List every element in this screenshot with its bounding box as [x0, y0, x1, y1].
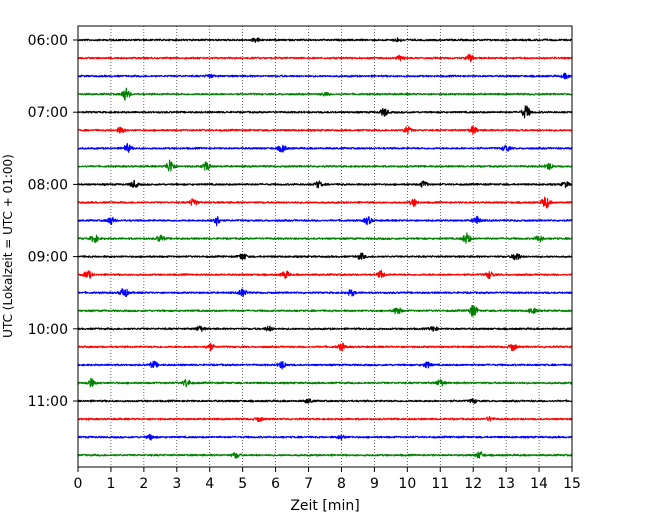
trace-1000 [77, 325, 573, 333]
x-tick-label: 4 [205, 476, 214, 492]
trace-1045 [77, 377, 573, 388]
y-tick-label: 09:00 [28, 250, 68, 266]
x-tick-label: 0 [74, 476, 83, 492]
x-tick-label: 12 [464, 476, 482, 492]
trace-0915 [77, 269, 573, 280]
trace-1015 [77, 342, 573, 352]
trace-0900 [77, 252, 573, 261]
trace-1030 [77, 360, 573, 370]
x-tick-label: 9 [370, 476, 379, 492]
y-axis: 06:00 07:00 08:00 09:00 10:00 11:00 [28, 33, 78, 410]
trace-0830 [77, 215, 573, 227]
x-axis: 0 1 2 3 4 5 6 7 8 9 10 11 12 13 14 15 [74, 467, 581, 492]
x-tick-label: 11 [431, 476, 449, 492]
x-tick-label: 3 [172, 476, 181, 492]
trace-0700 [77, 105, 573, 119]
trace-1115 [77, 415, 573, 423]
trace-1100 [77, 398, 573, 404]
trace-0930 [77, 288, 573, 298]
trace-group [77, 37, 573, 459]
trace-0800 [77, 179, 573, 189]
trace-1130 [77, 433, 573, 441]
y-tick-label: 07:00 [28, 105, 68, 121]
x-tick-label: 2 [139, 476, 148, 492]
trace-0730 [77, 142, 573, 153]
x-tick-label: 15 [563, 476, 581, 492]
trace-0600 [77, 37, 573, 44]
trace-0615 [77, 53, 573, 63]
x-tick-label: 5 [238, 476, 247, 492]
trace-0945 [77, 304, 573, 317]
trace-0630 [77, 72, 573, 80]
y-axis-label: UTC (Lokalzeit = UTC + 01:00) [1, 154, 15, 338]
x-axis-label: Zeit [min] [290, 498, 359, 514]
x-tick-label: 6 [271, 476, 280, 492]
trace-0815 [77, 196, 573, 209]
x-tick-label: 14 [530, 476, 548, 492]
x-tick-label: 13 [497, 476, 515, 492]
y-tick-label: 08:00 [28, 177, 68, 193]
x-tick-label: 7 [304, 476, 313, 492]
x-tick-label: 10 [398, 476, 416, 492]
trace-0745 [77, 159, 573, 172]
trace-0645 [77, 87, 573, 101]
plot-background [78, 26, 572, 467]
x-tick-label: 8 [337, 476, 346, 492]
x-tick-label: 1 [106, 476, 115, 492]
y-tick-label: 11:00 [28, 394, 68, 410]
trace-0715 [77, 125, 573, 136]
trace-0845 [77, 232, 573, 244]
trace-1145 [77, 451, 573, 459]
plot-frame [77, 25, 573, 468]
y-tick-label: 10:00 [28, 322, 68, 338]
y-tick-label: 06:00 [28, 33, 68, 49]
